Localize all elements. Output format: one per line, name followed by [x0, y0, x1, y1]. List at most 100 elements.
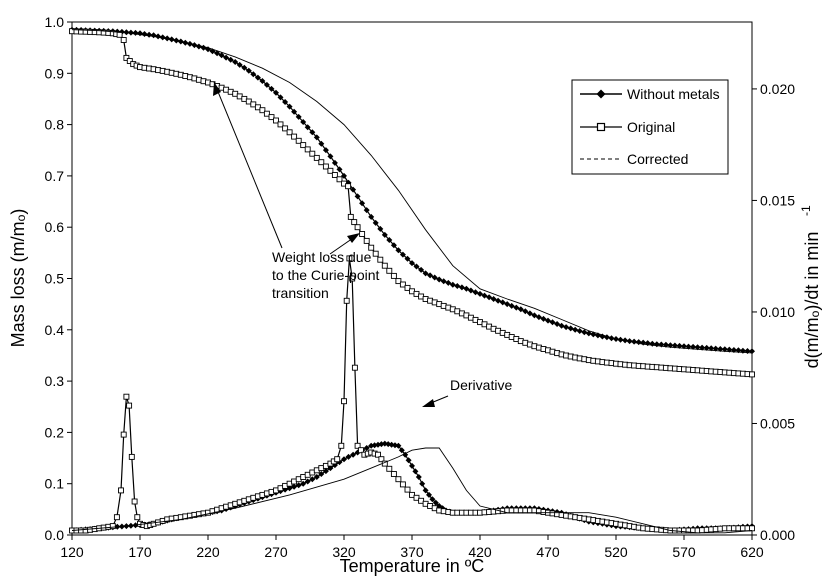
- data-point-diamond: [345, 453, 352, 460]
- series-original-derivative: [69, 255, 755, 534]
- data-point-diamond: [458, 284, 465, 291]
- data-point-square: [341, 398, 347, 405]
- data-point-diamond: [477, 290, 483, 297]
- data-point-diamond: [368, 213, 375, 220]
- data-point-square: [134, 514, 141, 521]
- data-point-square: [345, 183, 352, 190]
- data-point-diamond: [626, 338, 633, 345]
- data-point-diamond: [431, 274, 438, 281]
- data-point-diamond: [608, 335, 615, 342]
- data-point-square: [395, 278, 402, 285]
- data-point-square: [123, 54, 130, 61]
- data-point-diamond: [277, 94, 284, 101]
- y-tick-label: 0.5: [45, 271, 65, 287]
- data-point-square: [300, 142, 307, 149]
- data-point-diamond: [313, 134, 320, 141]
- data-point-diamond: [372, 219, 379, 226]
- data-point-square: [386, 465, 393, 472]
- data-point-square: [123, 393, 130, 400]
- x-tick-label: 520: [604, 544, 628, 560]
- data-point-square: [291, 133, 298, 140]
- data-point-diamond: [363, 207, 370, 214]
- y-tick-label: 0.4: [45, 322, 65, 338]
- series-line-corrected-mass: [71, 29, 753, 354]
- data-point-square: [259, 107, 266, 114]
- data-point-square: [349, 275, 356, 282]
- data-point-diamond: [399, 251, 406, 258]
- data-point-diamond: [322, 468, 329, 475]
- y-tick-label: 0.9: [45, 65, 65, 81]
- data-point-diamond: [291, 108, 298, 115]
- data-point-square: [309, 150, 316, 157]
- data-point-diamond: [413, 263, 420, 270]
- data-point-square: [418, 497, 425, 504]
- data-point-diamond: [481, 292, 488, 299]
- data-point-diamond: [377, 225, 384, 232]
- data-point-diamond: [286, 103, 293, 110]
- data-point-square: [131, 498, 138, 505]
- series-layer: [69, 26, 755, 534]
- data-point-diamond: [309, 476, 316, 483]
- data-point-diamond: [440, 278, 447, 285]
- data-point-diamond: [309, 129, 316, 136]
- data-point-square: [377, 256, 384, 263]
- data-point-square: [399, 481, 406, 488]
- annotation-curie-line-3: transition: [272, 285, 329, 301]
- data-point-diamond: [526, 310, 533, 317]
- data-point-diamond: [585, 330, 592, 337]
- data-point-diamond: [405, 457, 412, 464]
- data-point-square: [295, 137, 302, 144]
- data-point-diamond: [508, 302, 515, 309]
- data-point-diamond: [331, 159, 338, 166]
- data-point-diamond: [463, 285, 470, 292]
- data-point-diamond: [386, 237, 393, 243]
- y2-tick-label: 0.005: [760, 415, 795, 431]
- series-original-mass: [69, 28, 755, 378]
- data-point-square: [404, 284, 411, 291]
- data-point-diamond: [522, 308, 529, 315]
- y2-tick-label: 0.000: [760, 527, 795, 543]
- data-point-square: [282, 125, 289, 132]
- data-point-square: [338, 442, 345, 449]
- data-point-square: [277, 121, 284, 128]
- data-point-diamond: [436, 276, 443, 283]
- y-tick-label: 0.3: [45, 373, 65, 389]
- data-point-diamond: [263, 81, 270, 88]
- data-point-diamond: [354, 193, 361, 200]
- ticks-layer: 120 170 220 270 320 370 420 470 520 570 620 0.0 0.1 0…: [45, 14, 796, 560]
- data-point-square: [126, 402, 133, 409]
- data-point-square: [322, 163, 329, 170]
- data-point-square: [327, 167, 334, 174]
- data-point-square: [126, 58, 133, 64]
- data-point-diamond: [359, 200, 366, 207]
- data-point-diamond: [572, 326, 579, 333]
- data-point-square: [395, 476, 402, 483]
- data-point-diamond: [218, 52, 225, 59]
- data-point-square: [304, 146, 311, 153]
- data-point-diamond: [232, 59, 239, 65]
- data-point-diamond: [567, 325, 574, 332]
- data-point-diamond: [259, 78, 266, 84]
- data-point-square: [318, 159, 325, 166]
- data-point-diamond: [318, 140, 325, 147]
- data-point-diamond: [449, 281, 456, 288]
- data-point-square: [313, 154, 320, 161]
- x-tick-label: 570: [672, 544, 696, 560]
- y-tick-label: 0.6: [45, 219, 65, 235]
- data-point-square: [372, 250, 379, 257]
- data-point-diamond: [513, 304, 520, 311]
- series-corrected-derivative: [71, 447, 753, 534]
- y-tick-label: 0.0: [45, 527, 65, 543]
- data-point-square: [109, 523, 116, 530]
- legend: Without metals Original Corrected: [571, 79, 729, 175]
- data-point-diamond: [395, 247, 402, 254]
- x-tick-label: 320: [332, 544, 356, 560]
- data-point-square: [749, 525, 755, 532]
- data-point-diamond: [531, 312, 538, 319]
- data-point-diamond: [336, 166, 343, 173]
- data-point-diamond: [429, 496, 436, 503]
- y2-axis-title-group: d(m/mₒ)/dt in min -1: [799, 205, 822, 368]
- x-tick-label: 170: [128, 544, 152, 560]
- series-corrected-mass: [71, 29, 753, 354]
